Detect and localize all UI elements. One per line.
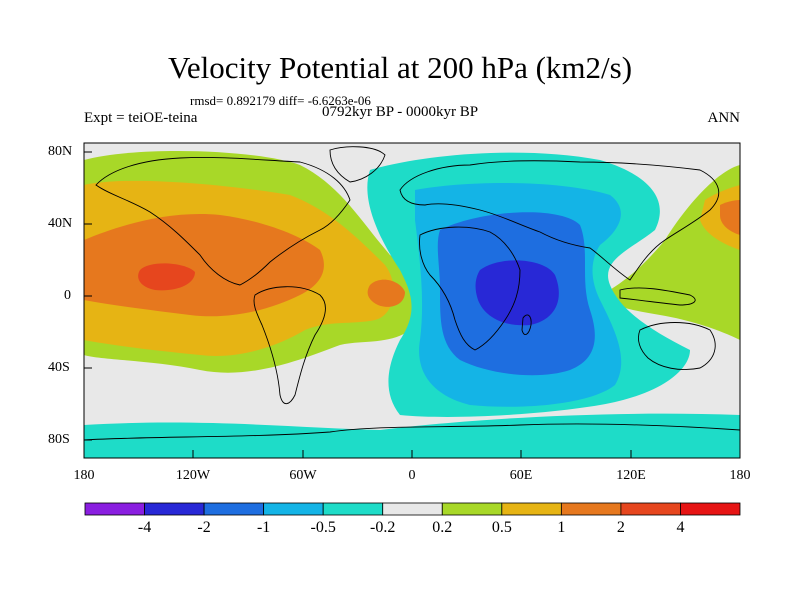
colorbar-tick-label: -4 [137,519,152,536]
colorbar-tick-label: 4 [676,519,685,536]
colorbar-swatch [441,502,503,516]
lat-label-40s: 40S [48,360,70,375]
north-america-outline [95,157,351,286]
lon-label-180e: 180 [729,468,751,483]
axis-ticks [84,151,632,458]
lat-label-80s: 80S [48,432,70,447]
colorbar-swatch [501,502,562,516]
colorbar-tick-label: 1 [557,519,566,536]
lon-label-60w: 60W [289,468,317,483]
colorbar-tick-label: 0.5 [491,519,512,536]
madagascar-outline [521,314,532,336]
positive-east-mid [700,185,740,250]
colorbar-swatch [382,502,443,516]
colorbar-tick-label: -0.2 [370,519,396,536]
experiment-label: Expt = teiOE-teina [84,110,198,126]
colorbar-swatch [144,502,205,516]
lat-label-80n: 80N [48,144,73,159]
contour-field [84,143,740,458]
colorbar-tick-label: -1 [256,519,271,536]
lon-label-0: 0 [408,468,416,483]
colorbar-tick-label: -0.5 [310,519,336,536]
season-label: ANN [707,110,741,126]
coastlines [84,146,740,441]
south-america-outline [253,286,326,405]
colorbar-swatch [203,502,265,516]
colorbar-tick-label: -2 [197,519,211,536]
europe-asia-outline [399,160,720,281]
colorbar-swatch [560,502,622,516]
colorbar-tick-label: 0.2 [432,519,453,536]
stats-label: rmsd= 0.892179 diff= -6.6263e-06 [190,93,371,108]
positive-max-region [138,263,195,291]
antarctica-outline [84,423,740,441]
colorbar-swatch [84,502,145,516]
positive-atlantic-region [367,279,405,307]
lon-label-60e: 60E [509,468,533,483]
colorbar-swatch [620,502,681,516]
colorbar-tick-label: 2 [616,519,625,536]
colorbar-swatch [680,502,741,516]
period-label: 0792kyr BP - 0000kyr BP [322,104,479,120]
lon-label-180w: 180 [73,468,95,483]
africa-outline [419,226,521,351]
lon-label-120e: 120E [616,468,646,483]
australia-outline [637,322,716,370]
map-title: Velocity Potential at 200 hPa (km2/s) [167,50,633,85]
lon-label-120w: 120W [175,468,211,483]
lat-label-0: 0 [64,288,71,303]
colorbar-swatch [263,502,324,516]
greenland-outline [329,146,386,183]
colorbar [84,502,741,516]
lat-label-40n: 40N [48,216,73,231]
indonesia-outline [619,287,696,306]
negative-weak-south [84,413,740,458]
positive-east-strong [720,200,740,235]
colorbar-swatch [322,502,384,516]
